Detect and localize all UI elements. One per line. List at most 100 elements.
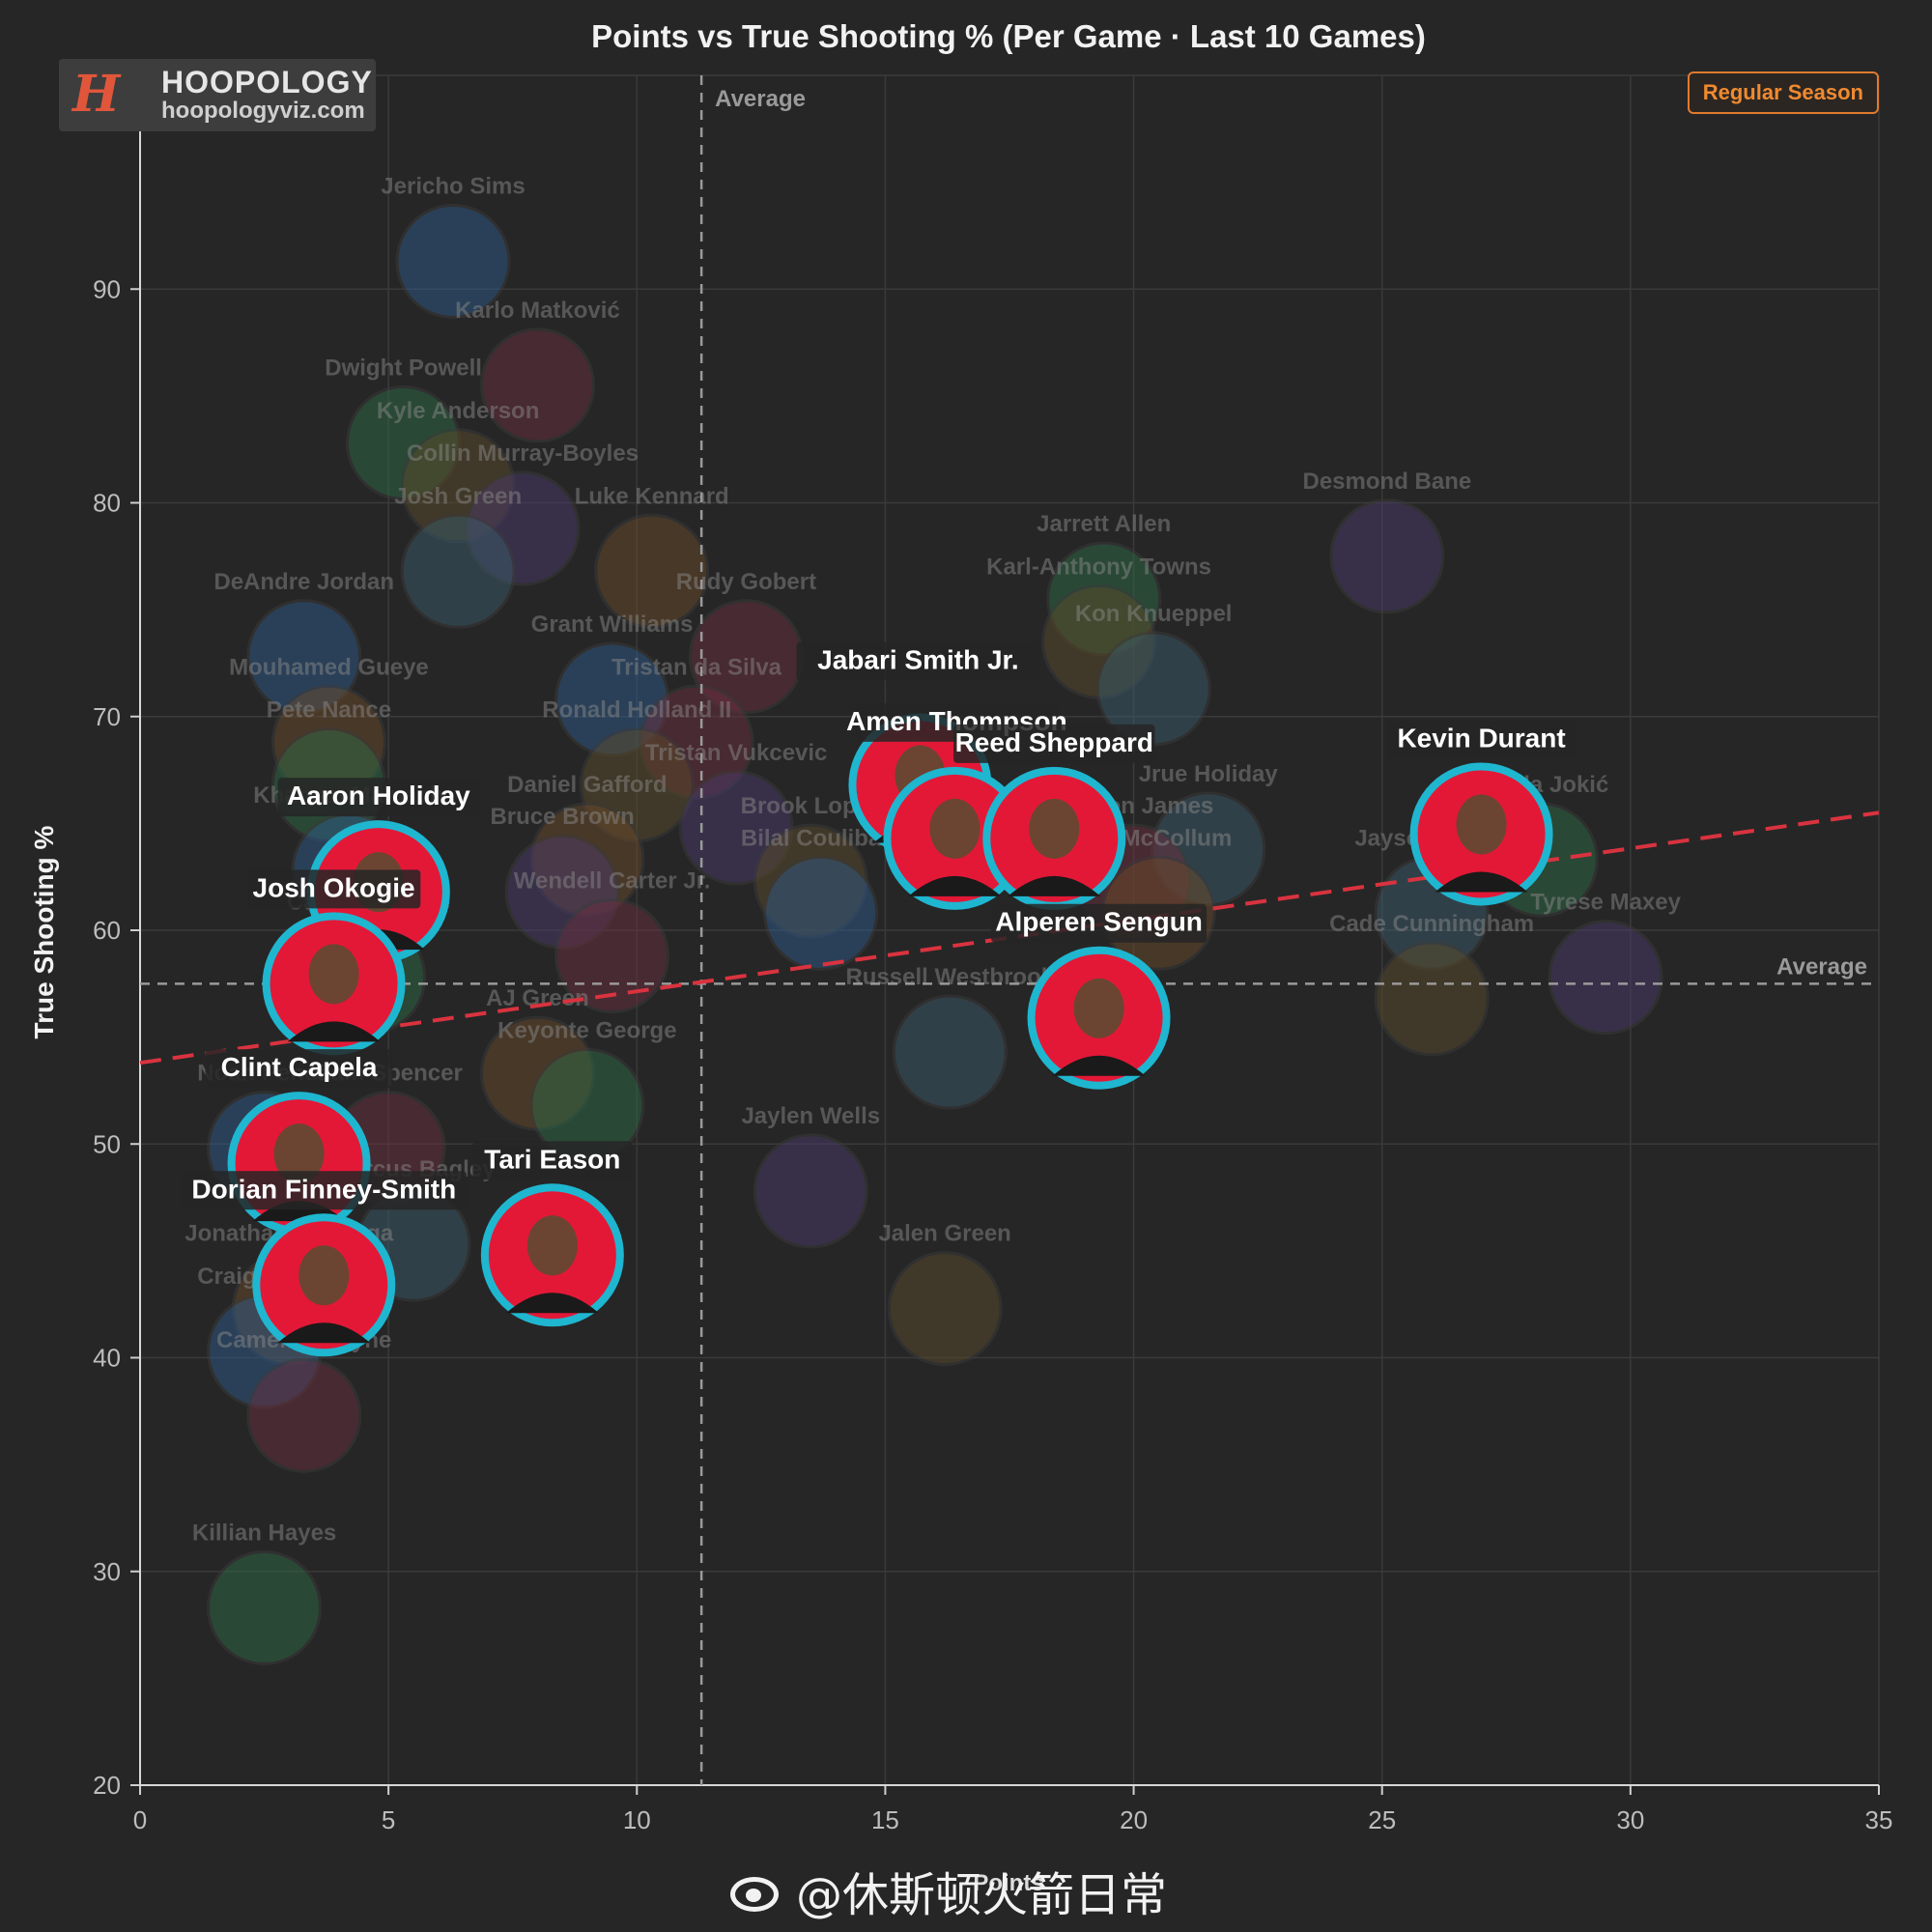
- other-player-marker: Russell Westbrook: [845, 964, 1055, 1110]
- average-y-label: Average: [1776, 953, 1867, 980]
- other-player-label: Tyrese Maxey: [1530, 890, 1681, 916]
- other-player-label: Jaylen Wells: [741, 1103, 880, 1129]
- player-label-bg: [205, 1049, 393, 1089]
- other-player-dot: [887, 1251, 1003, 1367]
- other-player-label: Daniel Gafford: [507, 772, 667, 798]
- other-player-label: Kyle Anderson: [377, 398, 539, 424]
- y-tick-label: 60: [93, 916, 121, 945]
- x-tick-label: 5: [382, 1805, 395, 1834]
- player-label-bg: [1387, 720, 1576, 759]
- player-head-icon: [308, 944, 359, 1005]
- y-tick-label: 50: [93, 1129, 121, 1158]
- other-player-label: Jalen Green: [878, 1221, 1010, 1247]
- logo-brand: HOOPOLOGY: [161, 65, 373, 99]
- other-player-marker: Grant Williams: [531, 611, 693, 757]
- other-player-marker: Desmond Bane: [1303, 469, 1472, 614]
- other-player-marker: Jaylen Wells: [741, 1103, 880, 1249]
- other-player-label: Killian Hayes: [192, 1520, 336, 1546]
- y-tick-label: 20: [93, 1771, 121, 1800]
- player-head-icon: [298, 1245, 350, 1306]
- other-player-marker: Luke Kennard: [575, 483, 729, 629]
- other-player-label: Desmond Bane: [1303, 469, 1472, 495]
- chart-title: Points vs True Shooting % (Per Game · La…: [591, 18, 1426, 54]
- player-head-icon: [526, 1215, 578, 1276]
- other-player-label: Jericho Sims: [381, 173, 525, 199]
- other-player-marker: Jalen Green: [878, 1221, 1011, 1367]
- other-player-marker: Tristan Vukcevic: [645, 740, 827, 886]
- logo-url: hoopologyviz.com: [161, 98, 365, 124]
- other-player-marker: Tyrese Maxey: [1530, 890, 1682, 1036]
- y-tick-label: 30: [93, 1557, 121, 1586]
- x-tick-label: 30: [1616, 1805, 1644, 1834]
- other-player-label: Ronald Holland II: [542, 697, 731, 724]
- weibo-watermark: @休斯顿火箭日常: [726, 1857, 1167, 1924]
- other-player-dot: [1548, 920, 1663, 1036]
- player-label-bg: [796, 641, 1040, 681]
- other-player-marker: Karlo Matković: [455, 298, 620, 443]
- highlighted-player-marker: Josh Okogie: [246, 869, 421, 1056]
- player-head-icon: [929, 798, 980, 859]
- player-label: Clint Capela: [221, 1052, 378, 1082]
- other-player-dot: [207, 1549, 323, 1665]
- other-player-dot: [1374, 941, 1490, 1057]
- other-player-dot: [892, 994, 1008, 1110]
- other-player-marker: Jericho Sims: [381, 173, 526, 319]
- weibo-icon: [726, 1867, 786, 1914]
- other-player-dot: [763, 855, 879, 971]
- other-player-label: Kon Knueppel: [1075, 601, 1233, 627]
- player-jersey-icon: [1435, 871, 1528, 893]
- other-player-marker: Josh Green: [394, 483, 522, 629]
- average-lines: Average Average: [140, 75, 1879, 1785]
- highlighted-player-marker: Alperen Sengun: [991, 903, 1208, 1090]
- other-player-label: Pete Nance: [267, 697, 391, 724]
- other-player-label: Jarrett Allen: [1037, 511, 1171, 537]
- y-axis-label: True Shooting %: [29, 825, 59, 1038]
- player-jersey-icon: [287, 1021, 381, 1042]
- x-tick-label: 20: [1120, 1805, 1148, 1834]
- average-x-label: Average: [715, 86, 806, 112]
- player-head-icon: [1029, 798, 1080, 859]
- other-player-label: Keyonte George: [497, 1017, 676, 1043]
- other-player-label: Russell Westbrook: [845, 964, 1054, 990]
- other-player-dot: [400, 513, 516, 629]
- highlighted-player-marker: Kevin Durant: [1387, 720, 1576, 906]
- x-tick-label: 35: [1865, 1805, 1893, 1834]
- trend-line-path: [139, 810, 1880, 1065]
- other-player-dot: [753, 1133, 868, 1249]
- highlighted-player-marker: Dorian Finney-Smith: [181, 1171, 468, 1357]
- highlighted-player-marker: Reed Sheppard: [953, 724, 1155, 910]
- player-jersey-icon: [1008, 875, 1101, 896]
- player-label-bg: [181, 1171, 468, 1210]
- player-head-icon: [1073, 978, 1124, 1038]
- other-player-label: Karlo Matković: [455, 298, 620, 324]
- other-player-label: DeAndre Jordan: [213, 569, 394, 595]
- other-player-dot: [594, 513, 710, 629]
- player-head-icon: [273, 1123, 325, 1184]
- other-player-label: Mouhamed Gueye: [229, 654, 429, 680]
- axes: 051015202530352030405060708090100: [79, 61, 1893, 1834]
- other-player-label: Jrue Holiday: [1139, 761, 1279, 787]
- y-tick-label: 90: [93, 274, 121, 303]
- other-player-label: Tristan da Silva: [611, 654, 782, 680]
- other-player-dot: [1329, 498, 1445, 614]
- other-player-label: Cade Cunningham: [1329, 911, 1534, 937]
- logo-mark-icon: H: [72, 65, 121, 124]
- other-player-marker: Keyonte George: [497, 1017, 677, 1163]
- player-jersey-icon: [505, 1293, 599, 1314]
- season-badge: Regular Season: [1687, 71, 1879, 114]
- player-label: Jabari Smith Jr.: [817, 645, 1019, 675]
- x-tick-label: 25: [1368, 1805, 1396, 1834]
- other-player-label: Luke Kennard: [575, 483, 729, 509]
- player-label-bg: [277, 778, 480, 817]
- player-label-bg: [991, 903, 1208, 943]
- player-head-icon: [1456, 794, 1507, 855]
- y-tick-label: 70: [93, 702, 121, 731]
- other-player-label: Karl-Anthony Towns: [986, 554, 1211, 580]
- other-player-dot: [395, 203, 511, 319]
- player-label-bg: [953, 724, 1155, 763]
- x-axis-label: Points: [973, 1870, 1043, 1896]
- other-player-dot: [479, 327, 595, 443]
- other-player-label: Rudy Gobert: [676, 569, 816, 595]
